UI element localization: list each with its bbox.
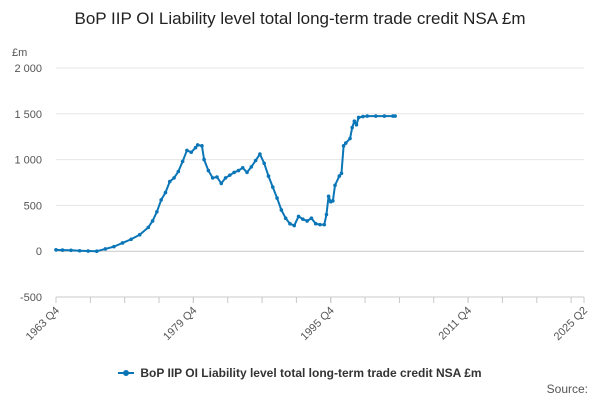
data-point[interactable] [150,219,155,223]
y-tick-label: 2 000 [14,63,42,75]
y-tick-label: 1 000 [14,155,42,167]
data-point[interactable] [354,122,359,127]
data-point[interactable] [69,248,73,253]
data-point[interactable] [249,165,254,169]
data-point[interactable] [365,114,370,118]
data-point[interactable] [337,174,342,178]
source-label: Source: [546,382,588,396]
data-point[interactable] [120,241,125,245]
data-point[interactable] [262,161,266,166]
data-point[interactable] [339,171,344,176]
legend-line-marker-icon [118,368,135,378]
data-point[interactable] [206,168,211,173]
data-point[interactable] [301,217,305,221]
data-point[interactable] [361,114,365,119]
data-point[interactable] [54,248,58,252]
data-point[interactable] [322,222,327,227]
data-point[interactable] [137,232,142,237]
data-point[interactable] [77,248,82,253]
data-point[interactable] [382,114,387,118]
data-point[interactable] [326,194,331,199]
legend[interactable]: BoP IIP OI Liability level total long-te… [0,366,600,381]
data-point[interactable] [288,221,292,226]
data-point[interactable] [163,190,168,195]
data-point[interactable] [103,247,108,251]
data-point[interactable] [266,174,271,178]
x-tick-label: 2025 Q2 [552,305,590,343]
data-point[interactable] [185,148,189,153]
data-point[interactable] [155,210,159,214]
data-point[interactable] [223,176,228,180]
data-point[interactable] [167,179,172,184]
data-point[interactable] [350,125,354,130]
y-tick-label: 0 [36,246,42,258]
data-point[interactable] [202,157,206,162]
data-point[interactable] [393,114,397,118]
data-point[interactable] [240,166,245,170]
data-point[interactable] [275,196,279,200]
data-point[interactable] [60,248,65,252]
data-point[interactable] [341,144,346,148]
data-point[interactable] [296,214,301,219]
data-point[interactable] [228,173,232,177]
data-point[interactable] [172,176,176,180]
data-point[interactable] [219,181,224,186]
data-point[interactable] [180,159,185,164]
data-point[interactable] [210,176,215,180]
y-tick-label: 1 500 [14,109,42,121]
data-point[interactable] [193,145,198,150]
data-point[interactable] [236,168,241,173]
data-point[interactable] [112,244,116,249]
data-point[interactable] [305,219,309,223]
legend-label: BoP IIP OI Liability level total long-te… [140,366,482,380]
x-tick-label: 1979 Q4 [161,305,199,343]
data-point[interactable] [159,198,163,202]
data-point[interactable] [176,169,181,174]
data-point[interactable] [200,144,204,148]
series-group [54,114,397,253]
data-point[interactable] [94,249,99,253]
data-point[interactable] [189,150,194,155]
data-point[interactable] [270,185,275,189]
gridlines [56,67,584,298]
data-point[interactable] [313,221,318,226]
data-point[interactable] [245,170,249,175]
data-point[interactable] [129,237,133,242]
data-point[interactable] [258,152,262,156]
x-tick-label: 1995 Q4 [299,305,337,343]
y-axis-unit-label: £m [12,47,27,59]
data-point[interactable] [324,212,329,217]
y-axis-ticks: -500 0 500 1 000 1 500 2 000 [14,63,42,304]
data-point[interactable] [343,141,348,145]
data-point[interactable] [352,119,357,123]
data-point[interactable] [292,223,297,228]
data-point[interactable] [232,170,236,175]
x-tick-label: 1963 Q4 [24,305,62,343]
data-point[interactable] [331,199,335,203]
data-point[interactable] [348,136,352,141]
x-axis: 1963 Q4 1979 Q4 1995 Q4 2011 Q4 2025 Q2 [24,296,590,343]
y-tick-label: -500 [20,292,42,304]
data-point[interactable] [356,115,361,120]
y-tick-label: 500 [24,200,42,212]
data-point[interactable] [374,114,378,118]
data-point[interactable] [253,158,258,163]
data-point[interactable] [318,222,322,227]
data-point[interactable] [146,225,151,230]
data-point[interactable] [283,216,288,221]
data-point[interactable] [333,183,337,188]
data-point[interactable] [309,216,314,221]
data-point[interactable] [86,249,90,253]
data-point[interactable] [279,208,284,212]
data-point[interactable] [195,143,200,147]
series-line[interactable] [55,115,396,253]
data-point[interactable] [215,175,219,179]
legend-item[interactable]: BoP IIP OI Liability level total long-te… [118,366,482,380]
chart-title: BoP IIP OI Liability level total long-te… [74,9,526,28]
x-tick-label: 2011 Q4 [436,305,474,343]
